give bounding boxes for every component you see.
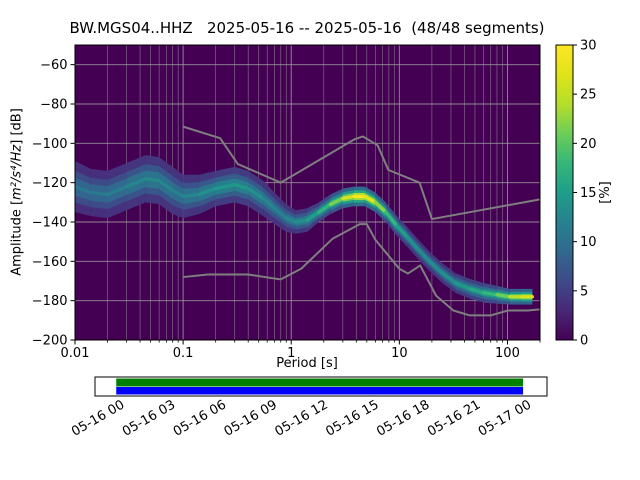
axes-frame	[74, 44, 541, 341]
x-tick-label: 1	[287, 346, 295, 361]
x-tick-label: 10	[391, 346, 408, 361]
colorbar-tick-label: 30	[580, 39, 597, 54]
y-tick-label: −100	[32, 137, 68, 152]
timeline-tick-label: 05-16 15	[323, 397, 381, 439]
colorbar-label: [%]	[598, 181, 613, 204]
y-tick-label: −80	[40, 98, 67, 113]
colorbar-tick-label: 20	[580, 137, 597, 152]
x-tick-label: 100	[495, 346, 520, 361]
timeline-tick-label: 05-17 00	[476, 397, 534, 439]
y-tick-label: −160	[32, 255, 68, 270]
y-tick-label: −120	[32, 176, 68, 191]
y-tick-label: −60	[40, 58, 67, 73]
high-noise-model-line	[182, 125, 541, 221]
x-axis-ticks: 0.01 0.1 1 10 100	[61, 340, 541, 361]
colorbar-tick-label: 10	[580, 235, 597, 250]
x-tick-label: 0.1	[173, 346, 194, 361]
x-tick-label: 0.01	[61, 346, 90, 361]
y-tick-label: −180	[32, 294, 68, 309]
colorbar-gradient	[555, 44, 574, 341]
coverage-data-bar	[116, 387, 524, 395]
colorbar-tick-label: 25	[580, 88, 597, 103]
low-noise-model-line	[183, 223, 541, 317]
timeline-tick-label: 05-16 03	[120, 397, 178, 439]
chart-title: BW.MGS04..HHZ 2025-05-16 -- 2025-05-16 (…	[69, 19, 545, 37]
timeline-tick-label: 05-16 21	[425, 397, 483, 439]
coverage-used-bar	[116, 378, 524, 387]
timeline-tick-label: 05-16 12	[273, 397, 331, 439]
y-tick-label: −200	[32, 334, 68, 349]
timeline-tick-label: 05-16 18	[374, 397, 432, 439]
psd-distribution	[75, 155, 534, 305]
colorbar-tick-label: 15	[580, 186, 597, 201]
colorbar-tick-label: 5	[580, 284, 588, 299]
timeline-tick-label: 05-16 06	[171, 397, 229, 439]
noise-model-lines	[182, 125, 541, 317]
x-axis-label: Period [s]	[276, 356, 338, 371]
timeline-tick-label: 05-16 09	[222, 397, 280, 439]
timeline-tick-label: 05-16 00	[69, 397, 127, 439]
y-axis-ticks: −60 −80 −100 −120 −140 −160 −180 −200	[32, 58, 75, 349]
y-tick-label: −140	[32, 216, 68, 231]
colorbar-tick-label: 0	[580, 334, 588, 349]
colorbar: 0 5 10 15 20 25 30 [%]	[555, 39, 613, 349]
